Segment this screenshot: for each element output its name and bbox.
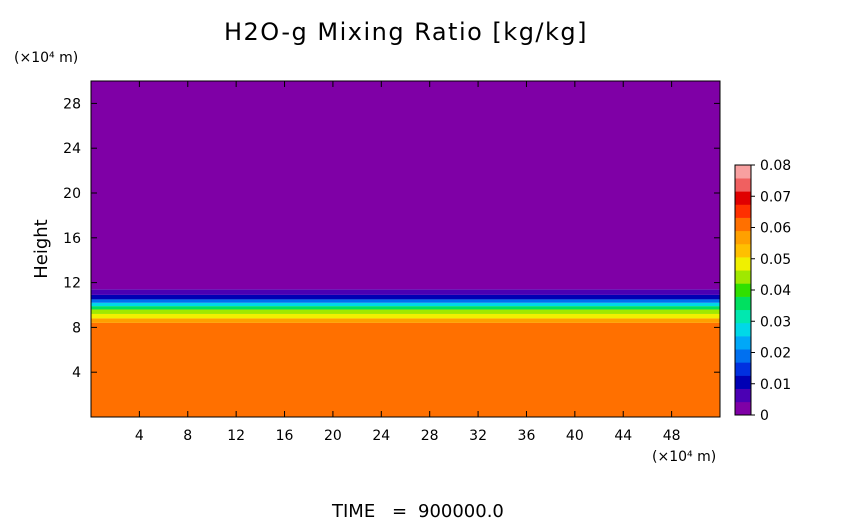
field-band <box>91 302 720 307</box>
y-tick-label: 12 <box>63 276 81 292</box>
time-value: 900000.0 <box>418 501 504 519</box>
y-tick-label: 20 <box>63 186 81 202</box>
y-tick-label: 24 <box>63 141 81 157</box>
field-band <box>91 309 720 314</box>
x-tick-label: 4 <box>135 428 144 444</box>
field-band <box>91 289 720 295</box>
y-tick-label: 16 <box>63 231 81 247</box>
y-tick-label: 4 <box>72 365 81 381</box>
time-readout: TIME = 900000.0 <box>331 501 504 519</box>
field-band <box>91 306 720 310</box>
y-axis-label: Height <box>31 219 52 279</box>
time-label: TIME <box>331 501 375 519</box>
y-axis-unit: (×10⁴ m) <box>14 50 78 66</box>
field-band <box>91 322 720 417</box>
field-band <box>91 299 720 303</box>
colorbar-swatch <box>735 322 751 337</box>
x-tick-label: 32 <box>469 428 487 444</box>
field-band <box>91 313 720 319</box>
x-tick-label: 28 <box>421 428 439 444</box>
time-equals: = <box>392 501 407 519</box>
colorbar-swatch <box>735 375 751 389</box>
colorbar-swatch <box>735 191 751 205</box>
colorbar-tick-label: 0.01 <box>760 377 791 393</box>
field-band <box>91 318 720 323</box>
colorbar-swatch <box>735 217 751 232</box>
colorbar-tick-label: 0.08 <box>760 158 791 174</box>
colorbar-tick-label: 0.06 <box>760 221 791 237</box>
colorbar-tick-label: 0.05 <box>760 252 791 268</box>
colorbar-swatch <box>735 283 751 297</box>
x-axis: 4 8 12 16 20 24 28 32 36 40 44 48 <box>135 81 681 444</box>
y-axis: 4 8 12 16 20 24 28 <box>63 96 720 381</box>
colorbar-swatch <box>735 401 751 416</box>
x-tick-label: 8 <box>183 428 192 444</box>
x-tick-label: 20 <box>324 428 342 444</box>
x-tick-label: 24 <box>372 428 390 444</box>
colorbar-tick-label: 0.02 <box>760 346 791 362</box>
y-tick-label: 8 <box>72 320 81 336</box>
x-tick-label: 40 <box>566 428 584 444</box>
colorbar-swatch <box>735 362 751 376</box>
colorbar-swatch <box>735 296 751 311</box>
colorbar-swatch <box>735 204 751 218</box>
colorbar-swatch <box>735 178 751 192</box>
colorbar-swatch <box>735 309 751 324</box>
x-tick-label: 48 <box>663 428 681 444</box>
colorbar-swatch <box>735 165 751 179</box>
colorbar-swatch <box>735 243 751 258</box>
colorbar-tick-label: 0.04 <box>760 283 791 299</box>
x-axis-unit: (×10⁴ m) <box>652 449 716 465</box>
colorbar-swatch <box>735 257 751 271</box>
x-tick-label: 16 <box>276 428 294 444</box>
colorbar: 0 0.01 0.02 0.03 0.04 0.05 0.06 0.07 0.08 <box>734 158 791 424</box>
colorbar-swatch <box>735 270 751 284</box>
y-tick-label: 28 <box>63 96 81 112</box>
chart-title: H2O-g Mixing Ratio [kg/kg] <box>224 18 588 46</box>
plot-area <box>91 81 720 417</box>
colorbar-swatch <box>735 388 751 403</box>
field-band <box>91 294 720 300</box>
colorbar-swatch <box>735 230 751 245</box>
field-band <box>91 81 720 290</box>
x-tick-label: 12 <box>227 428 245 444</box>
x-tick-label: 44 <box>614 428 632 444</box>
colorbar-tick-label: 0 <box>760 408 769 424</box>
colorbar-swatch <box>735 349 751 363</box>
colorbar-tick-label: 0.03 <box>760 314 791 330</box>
plot-frame <box>90 80 721 418</box>
colorbar-tick-label: 0.07 <box>760 189 791 205</box>
colorbar-swatch <box>735 336 751 350</box>
x-tick-label: 36 <box>518 428 536 444</box>
